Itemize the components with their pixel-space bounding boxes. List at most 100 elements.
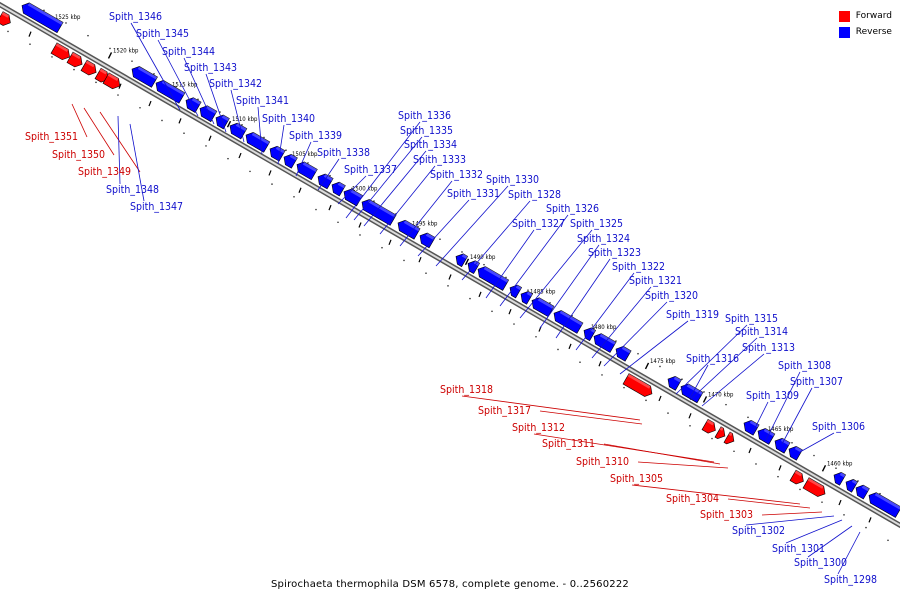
scale-dot: [689, 425, 691, 427]
scale-dot: [821, 501, 823, 503]
scale-dot: [131, 60, 133, 62]
gene-label: Spith_1308: [778, 360, 831, 372]
gene-label: Spith_1339: [289, 130, 342, 142]
reverse-gene-arrow: [199, 105, 218, 123]
gene-label: Spith_1321: [629, 275, 682, 287]
legend-reverse-swatch: [838, 26, 850, 38]
minor-tick: [778, 465, 782, 471]
gene-leader-line: [689, 364, 709, 399]
scale-tick-label: 1525 kbp: [55, 14, 81, 21]
gene-label: Spith_1316: [686, 353, 739, 365]
scale-dot: [117, 94, 119, 96]
gene-label: Spith_1350: [52, 149, 105, 161]
scale-dot: [865, 526, 867, 529]
scale-dot: [843, 514, 845, 516]
scale-dot: [593, 327, 595, 330]
minor-tick: [388, 239, 392, 246]
gene-label: Spith_1340: [262, 113, 315, 125]
gene-leader-line: [353, 136, 423, 221]
gene-label: Spith_1345: [136, 28, 189, 40]
scale-dot: [51, 56, 53, 58]
minor-tick: [28, 31, 32, 37]
scale-dot: [329, 174, 331, 177]
gene-leader-line: [519, 229, 593, 319]
gene-leader-line: [499, 214, 569, 307]
gene-leader-line: [799, 432, 835, 453]
scale-tick-label: 1495 kbp: [412, 220, 438, 227]
gene-leader-line: [631, 484, 801, 505]
scale-tick: [107, 52, 113, 59]
gene-leader-line: [765, 371, 801, 441]
scale-dot: [417, 225, 419, 228]
scale-dot: [337, 221, 339, 224]
gene-leader-line: [807, 525, 853, 558]
gene-label: Spith_1351: [25, 131, 78, 143]
gene-label: Spith_1341: [236, 95, 289, 107]
gene-label: Spith_1328: [508, 189, 561, 201]
scale-dot: [205, 145, 207, 147]
scale-dot: [637, 352, 639, 355]
minor-tick: [868, 517, 872, 523]
scale-dot: [351, 187, 353, 190]
minor-tick: [238, 152, 242, 159]
scale-tick: [226, 120, 232, 128]
gene-leader-line: [277, 124, 285, 165]
reverse-gene-arrow: [397, 219, 421, 240]
scale-dot: [425, 272, 427, 274]
minor-tick: [448, 274, 452, 280]
minor-tick: [658, 395, 662, 402]
legend-forward-label: Forward: [855, 11, 892, 21]
gene-leader-line: [157, 39, 199, 117]
gene-leader-line: [461, 395, 641, 421]
scale-dot: [711, 437, 713, 440]
genome-backbone: [0, 1, 900, 529]
scale-dot: [835, 467, 837, 470]
minor-tick: [748, 447, 752, 454]
scale-dot: [183, 132, 185, 134]
scale-dot: [725, 403, 727, 406]
reverse-gene-arrow: [361, 199, 397, 226]
scale-dot: [263, 136, 265, 139]
reverse-gene-arrow: [531, 297, 555, 318]
scale-dot: [87, 34, 89, 37]
scale-tick-label: 1465 kbp: [768, 426, 794, 433]
scale-dot: [175, 85, 177, 88]
reverse-gene-arrow: [317, 173, 334, 190]
scale-tick-label: 1515 kbp: [172, 82, 198, 89]
reverse-gene-arrow: [215, 114, 230, 130]
forward-gene-arrow: [802, 477, 826, 497]
scale-dot: [315, 208, 317, 211]
gene-leader-line: [337, 175, 367, 205]
scale-dot: [879, 492, 881, 495]
scale-tick: [464, 258, 470, 266]
gene-leader-line: [727, 498, 811, 509]
label-leader-lines: [71, 22, 861, 575]
forward-gene-arrow: [714, 426, 726, 440]
gene-leader-line: [417, 199, 470, 257]
scale-dot: [579, 361, 581, 363]
gene-leader-line: [575, 272, 635, 351]
forward-gene-arrow: [789, 469, 804, 485]
scale-tick: [702, 396, 708, 403]
scale-dot: [285, 149, 287, 151]
reverse-gene-arrow: [131, 66, 158, 88]
gene-label: Spith_1300: [794, 557, 847, 569]
scale-dot: [227, 157, 229, 160]
reverse-gene-arrow: [21, 2, 64, 34]
gene-label: Spith_1313: [742, 342, 795, 354]
reverse-gene-arrow: [296, 161, 318, 181]
gene-label: Spith_1307: [790, 376, 843, 388]
scale-dot: [483, 263, 485, 266]
minor-tick: [568, 343, 572, 350]
reverse-gene-arrow: [520, 291, 534, 305]
scale-dot: [645, 399, 647, 402]
scale-dot: [307, 162, 309, 164]
gene-label: Spith_1322: [612, 261, 665, 273]
gene-label: Spith_1343: [184, 62, 237, 74]
genome-caption: Spirochaeta thermophila DSM 6578, comple…: [271, 579, 629, 590]
scale-dot: [813, 454, 815, 457]
scale-dot: [791, 441, 793, 444]
gene-label: Spith_1326: [546, 203, 599, 215]
gene-label: Spith_1319: [666, 309, 719, 321]
gene-label: Spith_1347: [130, 201, 183, 213]
